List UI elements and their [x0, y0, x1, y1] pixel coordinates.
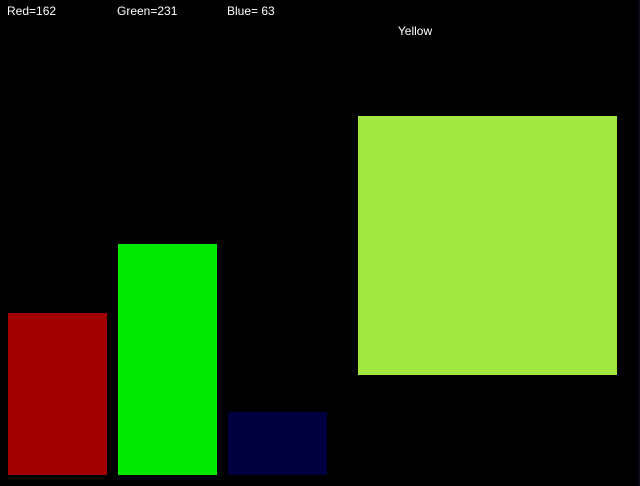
green-value-label: Green=231	[117, 4, 178, 18]
color-name-label: Yellow	[397, 24, 433, 38]
blue-channel-bar[interactable]	[228, 412, 327, 475]
window-edge	[638, 0, 640, 486]
blue-value-label: Blue= 63	[227, 4, 275, 18]
red-value-label: Red=162	[7, 4, 57, 18]
color-preview-swatch	[358, 116, 617, 375]
red-channel-bar[interactable]	[8, 313, 107, 475]
green-channel-bar[interactable]	[118, 244, 217, 475]
